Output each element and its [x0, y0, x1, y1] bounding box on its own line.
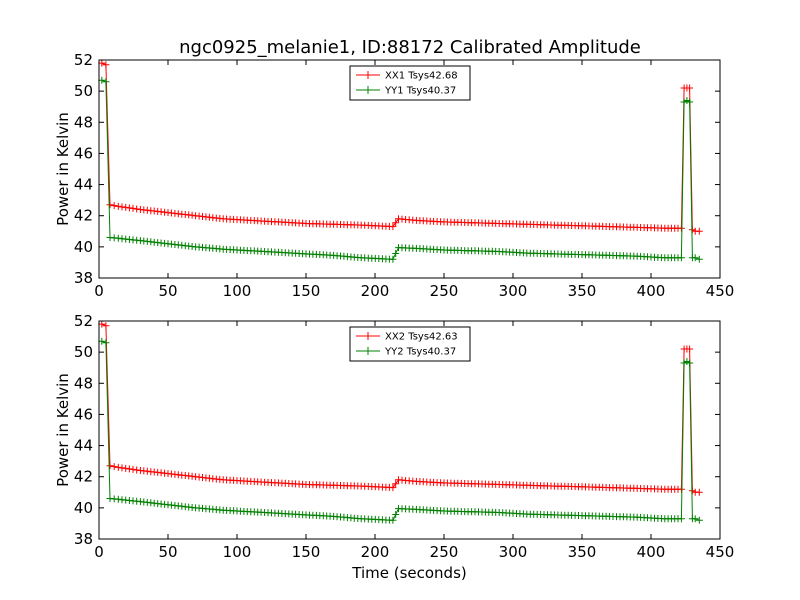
y-tick-label: 50 [74, 82, 93, 100]
top-panel: 0 50 100 150 200 250 300 350 400 450 38 40 42 44 46 48 5… [54, 51, 734, 300]
legend-label: XX1 Tsys42.68 [385, 71, 458, 82]
series-yy1 [98, 76, 703, 263]
data-point [392, 480, 400, 488]
data-point [106, 462, 114, 470]
y-tick-label: 46 [74, 144, 93, 162]
legend-box [349, 65, 471, 101]
x-tick-label: 450 [706, 543, 735, 561]
y-tick-label: 38 [74, 530, 93, 548]
x-tick-label: 300 [499, 543, 528, 561]
data-point [691, 515, 699, 523]
y-axis-label: Power in Kelvin [54, 373, 72, 487]
data-point [686, 84, 694, 92]
data-point [686, 345, 694, 353]
x-tick-label: 100 [223, 282, 252, 300]
data-point [129, 204, 137, 212]
x-tick-label: 250 [430, 543, 459, 561]
legend-box [349, 326, 471, 362]
data-point [106, 201, 114, 209]
y-tick-label: 52 [74, 51, 93, 69]
data-point [110, 202, 118, 210]
x-tick-label: 400 [637, 282, 666, 300]
x-tick-label: 0 [94, 543, 104, 561]
y-tick-label: 52 [74, 312, 93, 330]
data-point [389, 484, 397, 492]
y-tick-label: 50 [74, 343, 93, 361]
x-tick-label: 150 [292, 282, 321, 300]
data-point [686, 359, 694, 367]
data-point [392, 250, 400, 257]
x-tick-label: 300 [499, 282, 528, 300]
data-point [691, 254, 699, 262]
series-yy2 [98, 337, 703, 524]
data-point [102, 61, 110, 69]
x-tick-label: 350 [568, 282, 597, 300]
axes-frame [98, 59, 721, 279]
data-point [695, 227, 703, 235]
data-point [129, 465, 137, 473]
x-tick-label: 450 [706, 282, 735, 300]
data-point [677, 254, 685, 262]
data-point [677, 515, 685, 523]
x-tick-label: 150 [292, 543, 321, 561]
legend-label: YY1 Tsys40.37 [384, 86, 456, 97]
data-point [102, 339, 110, 347]
y-tick-label: 42 [74, 468, 93, 486]
x-tick-label: 200 [361, 282, 390, 300]
series-xx1 [98, 59, 703, 235]
data-point [389, 223, 397, 231]
y-tick-label: 40 [74, 238, 93, 256]
data-point [389, 516, 397, 524]
data-point [695, 516, 703, 524]
x-tick-label: 0 [94, 282, 104, 300]
legend-label: XX2 Tsys42.63 [385, 332, 458, 343]
chart-title: ngc0925_melanie1, ID:88172 Calibrated Am… [179, 37, 641, 58]
x-tick-label: 350 [568, 543, 597, 561]
data-point [102, 322, 110, 330]
bottom-panel: 0 50 100 150 200 250 300 350 400 450 38 40 42 44 46 48 5… [54, 312, 734, 582]
data-point [110, 463, 118, 471]
x-tick-label: 50 [158, 282, 177, 300]
x-tick-label: 250 [430, 282, 459, 300]
x-tick-label: 400 [637, 543, 666, 561]
data-point [392, 219, 400, 227]
y-tick-label: 40 [74, 499, 93, 517]
legend-label: YY2 Tsys40.37 [384, 347, 456, 358]
legend-marker [364, 332, 372, 340]
axes-frame [98, 320, 721, 540]
y-tick-label: 38 [74, 269, 93, 287]
x-axis-label: Time (seconds) [351, 564, 467, 582]
y-axis-label: Power in Kelvin [54, 112, 72, 226]
legend-marker [364, 347, 372, 355]
data-point [102, 78, 110, 86]
y-tick-label: 44 [74, 437, 93, 455]
legend: XX1 Tsys42.68 YY1 Tsys40.37 [349, 65, 471, 101]
legend: XX2 Tsys42.63 YY2 Tsys40.37 [349, 326, 471, 362]
data-point [695, 255, 703, 263]
legend-marker [364, 71, 372, 79]
y-tick-label: 42 [74, 207, 93, 225]
x-tick-label: 200 [361, 543, 390, 561]
y-tick-label: 48 [74, 113, 93, 131]
y-tick-label: 44 [74, 176, 93, 194]
data-point [389, 255, 397, 263]
x-tick-label: 50 [158, 543, 177, 561]
y-tick-label: 48 [74, 374, 93, 392]
data-point [392, 511, 400, 518]
y-tick-label: 46 [74, 405, 93, 423]
x-tick-label: 100 [223, 543, 252, 561]
data-point [686, 98, 694, 106]
data-point [695, 488, 703, 496]
legend-marker [364, 86, 372, 94]
